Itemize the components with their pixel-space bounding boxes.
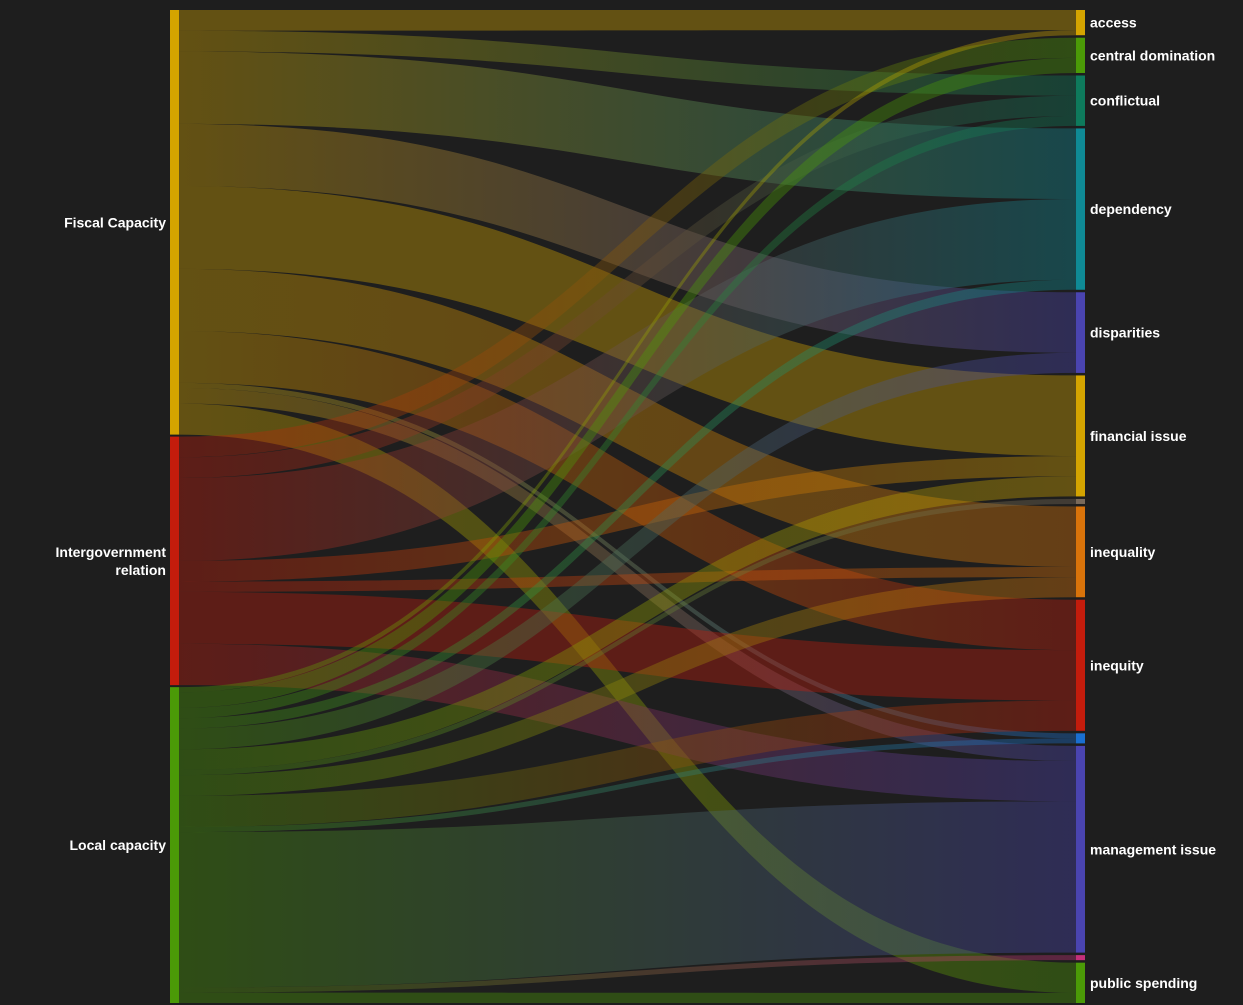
node-dependency[interactable]: [1076, 128, 1085, 290]
link-intergov-to-inequality[interactable]: [179, 566, 1076, 592]
link-fiscal-to-conflictual[interactable]: [179, 30, 1076, 96]
link-local-to-financial[interactable]: [179, 476, 1076, 770]
node-public[interactable]: [1076, 962, 1085, 1003]
links-layer: [179, 10, 1076, 1003]
link-local-to-management[interactable]: [179, 801, 1076, 988]
node-fiscal[interactable]: [170, 10, 179, 435]
node-label-management: management issue: [1090, 841, 1216, 857]
node-label-public: public spending: [1090, 975, 1197, 991]
node-label-conflictual: conflictual: [1090, 93, 1160, 109]
link-local-to-dependency[interactable]: [179, 279, 1076, 729]
link-local-to-access[interactable]: [179, 30, 1076, 693]
labels-layer: Fiscal Capacity Intergovernment relation Lo…: [56, 15, 1217, 991]
link-fiscal-to-access[interactable]: [179, 10, 1076, 31]
node-financial[interactable]: [1076, 375, 1085, 497]
node-disparities[interactable]: [1076, 292, 1085, 373]
link-local-to-central[interactable]: [179, 57, 1076, 708]
node-small3[interactable]: [1076, 955, 1085, 961]
link-intergov-to-central[interactable]: [179, 37, 1076, 458]
node-label-access: access: [1090, 15, 1137, 31]
node-access[interactable]: [1076, 10, 1085, 36]
node-label-intergov: Intergovernment relation: [56, 544, 167, 578]
node-inequality[interactable]: [1076, 506, 1085, 598]
node-label-dependency: dependency: [1090, 201, 1172, 217]
node-inequity[interactable]: [1076, 599, 1085, 731]
link-local-to-disparities[interactable]: [179, 352, 1076, 750]
node-label-inequity: inequity: [1090, 657, 1144, 673]
node-management[interactable]: [1076, 745, 1085, 953]
link-local-to-small2[interactable]: [179, 738, 1076, 833]
node-conflictual[interactable]: [1076, 75, 1085, 126]
link-local-to-inequality[interactable]: [179, 577, 1076, 796]
link-local-to-small1[interactable]: [179, 498, 1076, 776]
node-label-inequality: inequality: [1090, 544, 1156, 560]
node-label-fiscal: Fiscal Capacity: [64, 214, 166, 230]
link-local-to-conflictual[interactable]: [179, 115, 1076, 719]
node-central[interactable]: [1076, 37, 1085, 74]
node-label-central: central domination: [1090, 47, 1215, 63]
node-label-disparities: disparities: [1090, 325, 1160, 341]
link-fiscal-to-financial[interactable]: [179, 186, 1076, 457]
node-label-financial: financial issue: [1090, 428, 1187, 444]
node-small1[interactable]: [1076, 498, 1085, 504]
link-local-to-small3[interactable]: [179, 955, 1076, 993]
link-local-to-inequity[interactable]: [179, 700, 1076, 827]
link-intergov-to-management[interactable]: [179, 643, 1076, 802]
link-intergov-to-conflictual[interactable]: [179, 95, 1076, 479]
node-intergov[interactable]: [170, 436, 179, 686]
link-fiscal-to-public[interactable]: [179, 403, 1076, 993]
node-local[interactable]: [170, 687, 179, 1003]
node-small2[interactable]: [1076, 733, 1085, 744]
link-fiscal-to-dependency[interactable]: [179, 51, 1076, 200]
nodes-layer: [170, 10, 1085, 1003]
link-intergov-to-financial[interactable]: [179, 456, 1076, 582]
link-local-to-public[interactable]: [179, 992, 1076, 1003]
node-label-local: Local capacity: [70, 837, 167, 853]
